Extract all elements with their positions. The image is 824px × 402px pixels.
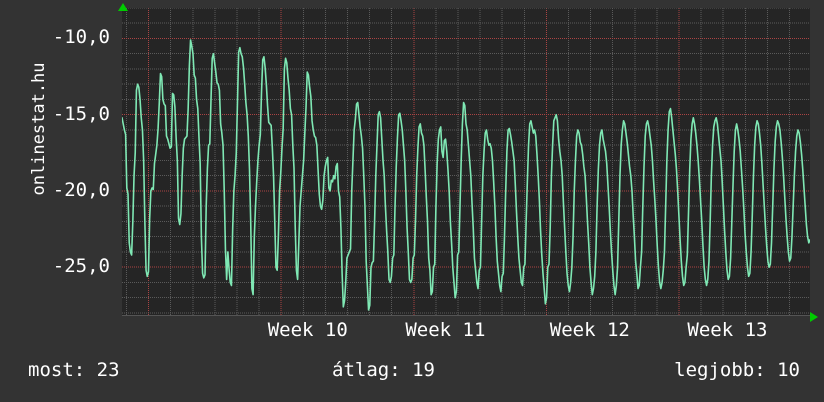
y-tick-label: -10,0: [52, 26, 110, 49]
legend-now: most: 23: [28, 359, 120, 381]
y-tick-label: -15,0: [52, 102, 110, 125]
plot-area[interactable]: [122, 8, 810, 316]
y-axis-tick-labels: -10,0 -15,0 -20,0 -25,0: [20, 0, 110, 330]
footer-legend: most: 23 átlag: 19 legjobb: 10: [0, 358, 824, 390]
gridlines: [122, 8, 810, 316]
x-tick-label: Week 13: [687, 319, 768, 341]
x-tick-label: Week 11: [405, 319, 486, 341]
x-tick-label: Week 12: [549, 319, 630, 341]
legend-best: legjobb: 10: [674, 359, 800, 381]
x-axis-arrow-icon: [810, 312, 818, 322]
series-line: [122, 39, 810, 311]
y-axis-arrow-icon: [118, 3, 128, 11]
x-axis-tick-labels: Week 10 Week 11 Week 12 Week 13: [0, 318, 824, 346]
y-tick-label: -25,0: [52, 255, 110, 278]
y-tick-label: -20,0: [52, 178, 110, 201]
legend-average: átlag: 19: [332, 359, 435, 381]
x-tick-label: Week 10: [267, 319, 348, 341]
plot-svg: [122, 8, 810, 316]
